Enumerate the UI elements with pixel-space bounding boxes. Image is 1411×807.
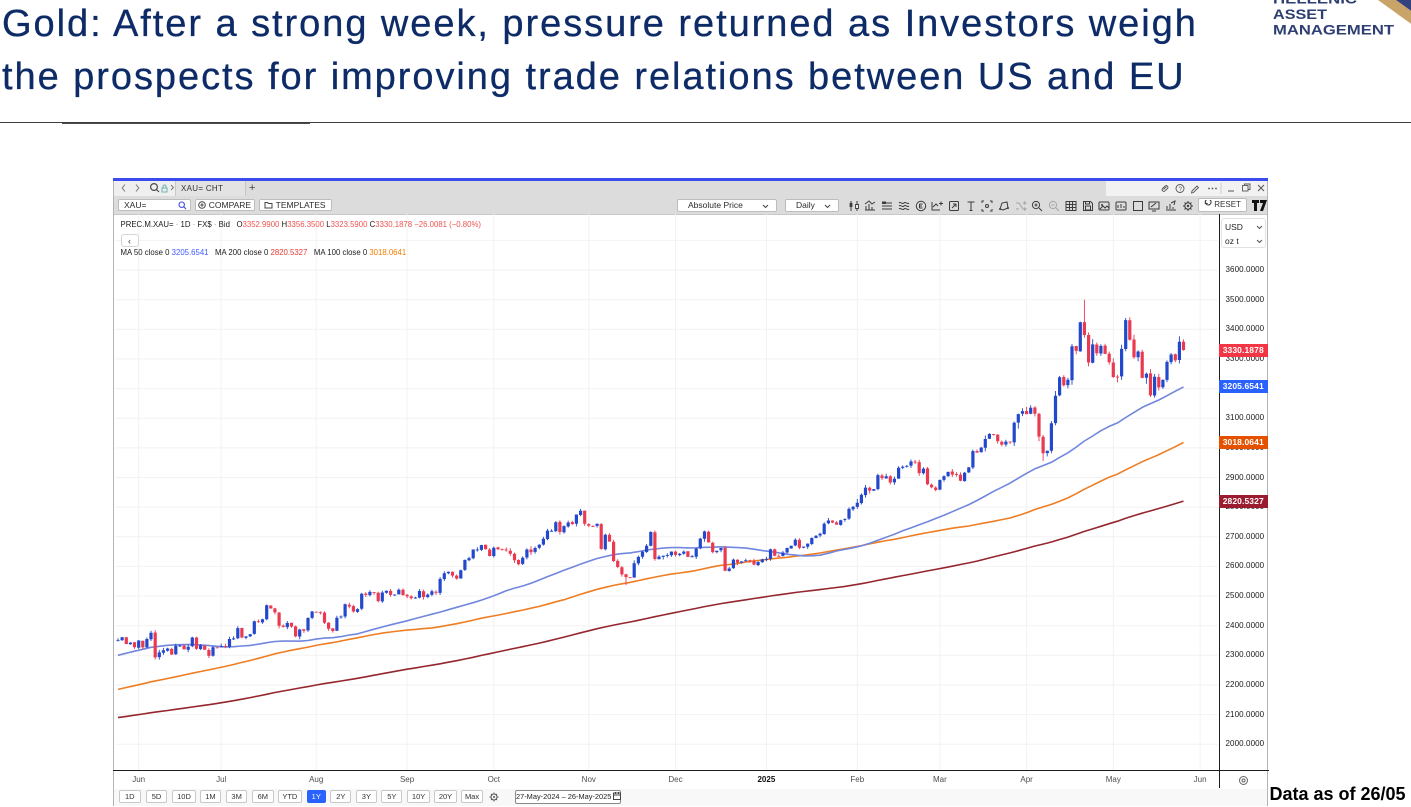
svg-text:ASSET: ASSET <box>1273 6 1328 22</box>
svg-text:MANAGEMENT: MANAGEMENT <box>1273 22 1395 38</box>
svg-text:HELLENIC: HELLENIC <box>1273 0 1357 7</box>
svg-text:?: ? <box>1179 187 1183 193</box>
